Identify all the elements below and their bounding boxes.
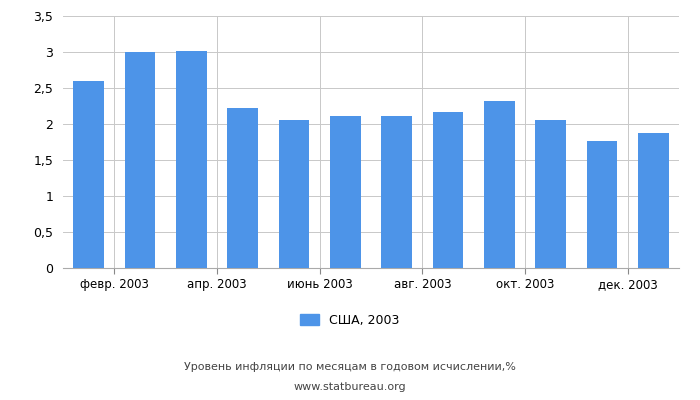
Bar — [382, 116, 412, 268]
Text: Уровень инфляции по месяцам в годовом исчислении,%: Уровень инфляции по месяцам в годовом ис… — [184, 362, 516, 372]
Bar — [279, 120, 309, 268]
Bar — [638, 133, 668, 268]
Bar — [587, 140, 617, 268]
Bar — [176, 50, 206, 268]
Legend: США, 2003: США, 2003 — [295, 309, 405, 332]
Bar — [433, 112, 463, 268]
Bar — [125, 52, 155, 268]
Bar — [330, 116, 360, 268]
Bar — [536, 120, 566, 268]
Bar — [74, 81, 104, 268]
Bar — [484, 101, 514, 268]
Bar — [228, 108, 258, 268]
Text: www.statbureau.org: www.statbureau.org — [294, 382, 406, 392]
